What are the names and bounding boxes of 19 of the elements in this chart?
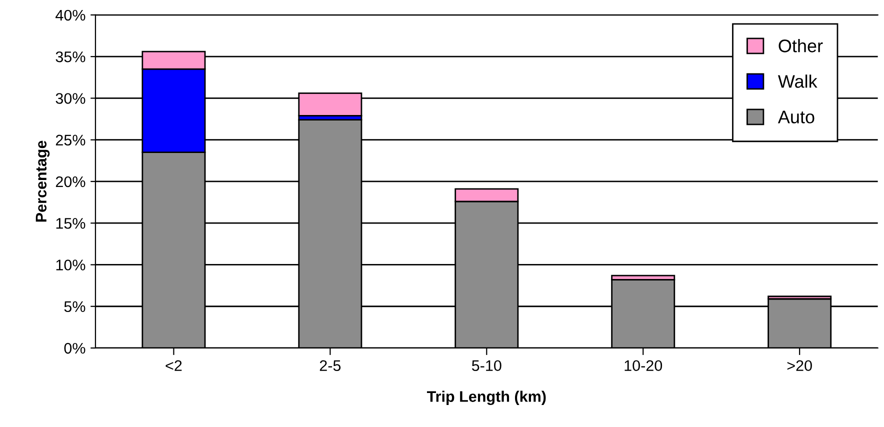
- legend-label: Walk: [778, 74, 818, 88]
- legend-label: Other: [778, 39, 823, 52]
- y-tick-label: 30%: [56, 93, 86, 104]
- x-tick-label: 10-20: [624, 360, 662, 372]
- x-tick-label: 2-5: [320, 360, 341, 372]
- y-tick-label: 15%: [56, 218, 86, 229]
- y-tick-label: 25%: [56, 134, 86, 146]
- x-tick-label: <2: [166, 360, 182, 371]
- x-tick-label: >20: [787, 360, 812, 372]
- y-tick-label: 10%: [56, 260, 86, 270]
- y-tick-label: 0%: [64, 342, 86, 354]
- x-tick-label: 5-10: [472, 360, 502, 372]
- y-tick-label: 5%: [64, 301, 86, 312]
- y-tick-label: 20%: [56, 176, 86, 188]
- y-tick-label: 35%: [56, 51, 86, 62]
- x-axis-title: Trip Length (km): [426, 390, 546, 406]
- y-axis-title: Percentage: [36, 140, 50, 222]
- y-tick-label: 40%: [56, 10, 86, 21]
- legend-label: Auto: [778, 110, 814, 124]
